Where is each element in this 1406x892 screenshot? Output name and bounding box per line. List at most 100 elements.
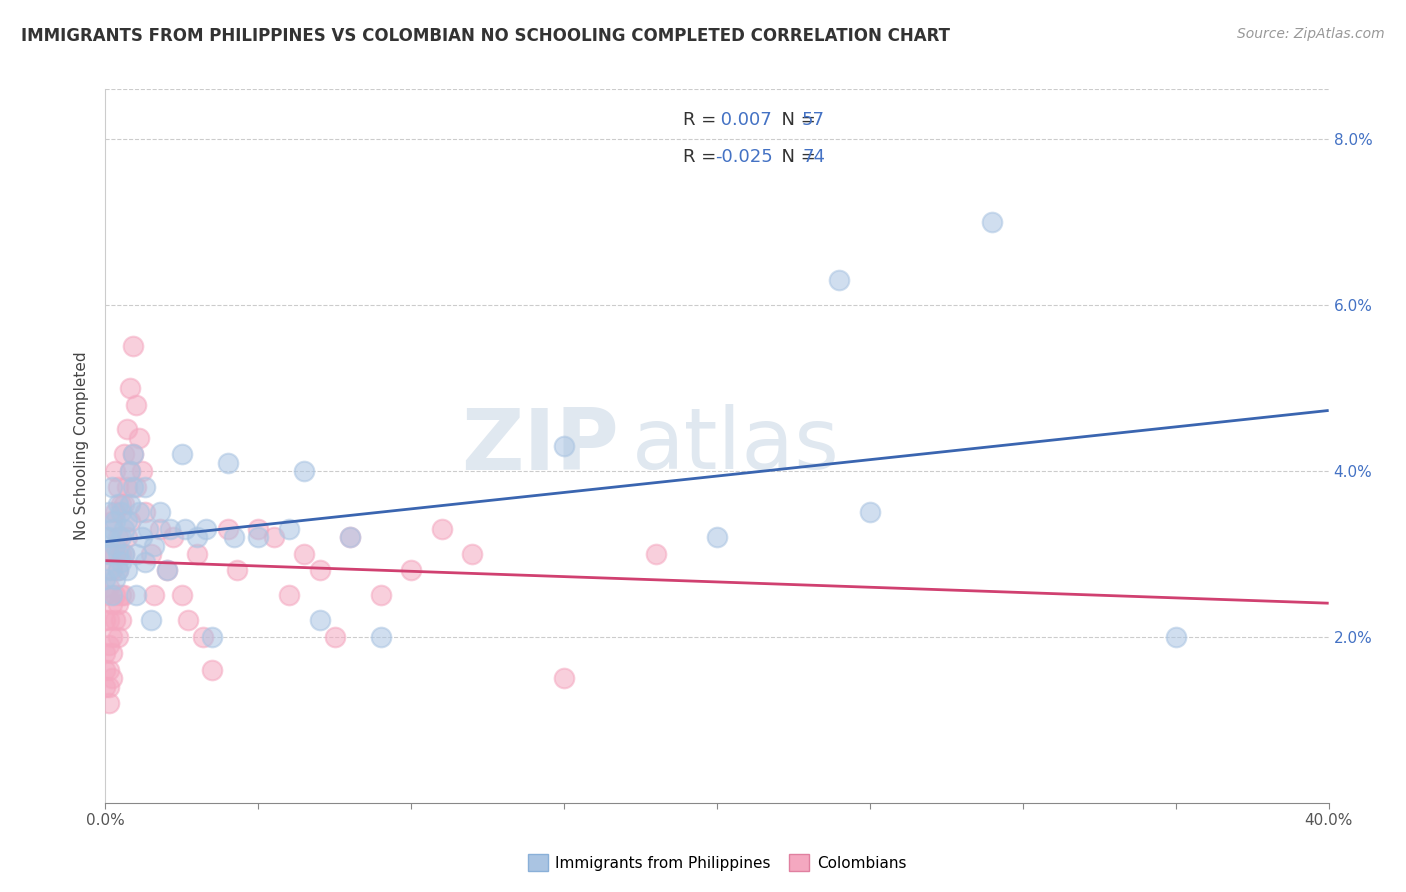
Point: [100, 588, 122, 602]
Point: [112, 547, 135, 561]
Point: [112, 497, 135, 511]
Point: [247, 530, 270, 544]
Point: [143, 539, 166, 553]
Point: [97, 663, 120, 677]
Point: [644, 547, 666, 561]
Point: [401, 564, 423, 578]
Point: [141, 547, 163, 561]
Point: [94, 663, 117, 677]
Point: [115, 422, 138, 436]
Point: [115, 530, 138, 544]
Point: [107, 497, 129, 511]
Point: [149, 505, 172, 519]
Point: [104, 588, 127, 602]
Point: [100, 514, 122, 528]
Point: [222, 530, 245, 544]
Point: [115, 514, 138, 528]
Point: [112, 522, 135, 536]
Point: [115, 481, 138, 495]
Text: -0.025: -0.025: [714, 148, 773, 166]
Point: [128, 431, 150, 445]
Point: [461, 547, 484, 561]
Point: [226, 564, 249, 578]
Point: [110, 530, 132, 544]
Point: [97, 505, 120, 519]
Point: [94, 647, 117, 661]
Point: [981, 215, 1004, 229]
Point: [136, 522, 159, 536]
Point: [201, 663, 224, 677]
Point: [104, 505, 127, 519]
Point: [122, 339, 145, 353]
Point: [97, 564, 120, 578]
Point: [186, 547, 208, 561]
Text: N =: N =: [769, 148, 821, 166]
Point: [134, 505, 156, 519]
Point: [94, 680, 117, 694]
Point: [134, 481, 156, 495]
Point: [155, 564, 177, 578]
Point: [110, 555, 132, 569]
Point: [118, 381, 141, 395]
Point: [125, 547, 148, 561]
Point: [118, 464, 141, 478]
Point: [195, 522, 218, 536]
Point: [263, 530, 285, 544]
Point: [128, 505, 150, 519]
Text: ZIP: ZIP: [461, 404, 619, 488]
Point: [94, 530, 117, 544]
Point: [170, 588, 193, 602]
Point: [104, 464, 127, 478]
Point: [110, 588, 132, 602]
Point: [118, 514, 141, 528]
Point: [97, 680, 120, 694]
Point: [339, 530, 361, 544]
Point: [122, 447, 145, 461]
Point: [118, 464, 141, 478]
Point: [308, 613, 330, 627]
Point: [107, 630, 129, 644]
Point: [94, 588, 117, 602]
Point: [100, 630, 122, 644]
Point: [828, 273, 851, 287]
Point: [112, 447, 135, 461]
Point: [170, 447, 193, 461]
Point: [125, 397, 148, 411]
Point: [97, 530, 120, 544]
Point: [100, 647, 122, 661]
Point: [186, 530, 208, 544]
Point: [134, 555, 156, 569]
Point: [122, 447, 145, 461]
Point: [100, 564, 122, 578]
Point: [112, 588, 135, 602]
Point: [177, 613, 200, 627]
Text: N =: N =: [769, 111, 821, 129]
Text: Source: ZipAtlas.com: Source: ZipAtlas.com: [1237, 27, 1385, 41]
Point: [104, 613, 127, 627]
Point: [112, 547, 135, 561]
Point: [339, 530, 361, 544]
Point: [94, 613, 117, 627]
Point: [125, 481, 148, 495]
Point: [193, 630, 215, 644]
Text: 57: 57: [801, 111, 825, 129]
Point: [217, 456, 239, 470]
Text: R =: R =: [682, 148, 721, 166]
Point: [97, 547, 120, 561]
Point: [430, 522, 453, 536]
Point: [131, 530, 153, 544]
Legend: Immigrants from Philippines, Colombians: Immigrants from Philippines, Colombians: [522, 848, 912, 877]
Text: R =: R =: [682, 111, 721, 129]
Point: [292, 547, 315, 561]
Point: [100, 522, 122, 536]
Point: [104, 514, 127, 528]
Point: [323, 630, 346, 644]
Point: [107, 597, 129, 611]
Point: [97, 580, 120, 594]
Point: [110, 547, 132, 561]
Point: [155, 564, 177, 578]
Point: [107, 547, 129, 561]
Point: [107, 564, 129, 578]
Point: [247, 522, 270, 536]
Point: [104, 572, 127, 586]
